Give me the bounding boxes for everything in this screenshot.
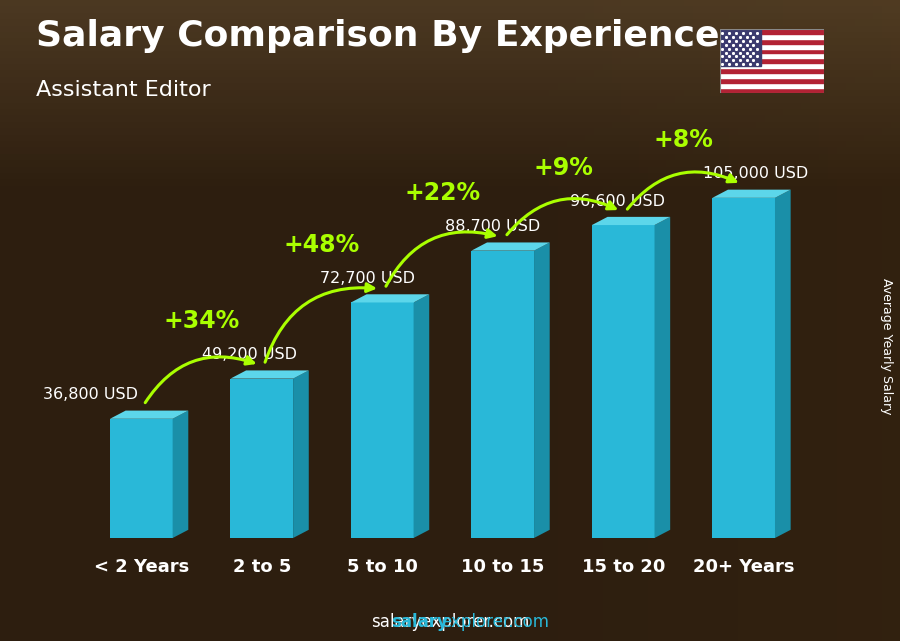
Polygon shape [293,370,309,538]
Text: 88,700 USD: 88,700 USD [446,219,541,234]
Text: salary: salary [392,613,448,631]
Polygon shape [230,370,309,379]
Bar [720,63,824,69]
Text: 2 to 5: 2 to 5 [232,558,291,576]
Bar [720,29,824,34]
Text: 96,600 USD: 96,600 USD [570,194,665,209]
Text: +22%: +22% [404,181,481,205]
Bar [720,34,824,38]
Bar [720,58,824,63]
Polygon shape [351,294,429,303]
Polygon shape [592,217,670,225]
Bar [720,53,824,58]
Text: +8%: +8% [653,128,714,153]
Polygon shape [712,190,791,198]
Bar [720,49,824,53]
Text: 15 to 20: 15 to 20 [581,558,665,576]
Text: Average Yearly Salary: Average Yearly Salary [880,278,893,414]
Text: 105,000 USD: 105,000 USD [703,167,808,181]
Text: < 2 Years: < 2 Years [94,558,189,576]
Polygon shape [414,294,429,538]
Text: +9%: +9% [533,156,593,179]
Bar [720,88,824,93]
Polygon shape [592,225,654,538]
Polygon shape [173,411,188,538]
Polygon shape [534,242,550,538]
Text: 72,700 USD: 72,700 USD [320,271,415,286]
Bar [720,44,824,49]
Bar [720,73,824,78]
Polygon shape [712,198,775,538]
Text: 20+ Years: 20+ Years [693,558,795,576]
Text: 36,800 USD: 36,800 USD [43,387,139,403]
Bar [720,83,824,88]
Text: 5 to 10: 5 to 10 [346,558,418,576]
Polygon shape [472,242,550,251]
Text: explorer.com: explorer.com [441,613,549,631]
Polygon shape [775,190,791,538]
Text: 10 to 15: 10 to 15 [461,558,544,576]
Polygon shape [472,251,534,538]
Polygon shape [110,411,188,419]
Polygon shape [351,303,414,538]
Text: 49,200 USD: 49,200 USD [202,347,297,362]
Text: Salary Comparison By Experience: Salary Comparison By Experience [36,19,719,53]
Bar [720,69,824,73]
Text: +34%: +34% [164,309,239,333]
Polygon shape [230,379,293,538]
Text: +48%: +48% [284,233,360,257]
Bar [720,38,824,44]
Bar [720,78,824,83]
Polygon shape [110,419,173,538]
Polygon shape [654,217,670,538]
Text: Assistant Editor: Assistant Editor [36,80,211,100]
Bar [720,29,761,66]
Text: salaryexplorer.com: salaryexplorer.com [371,613,529,631]
